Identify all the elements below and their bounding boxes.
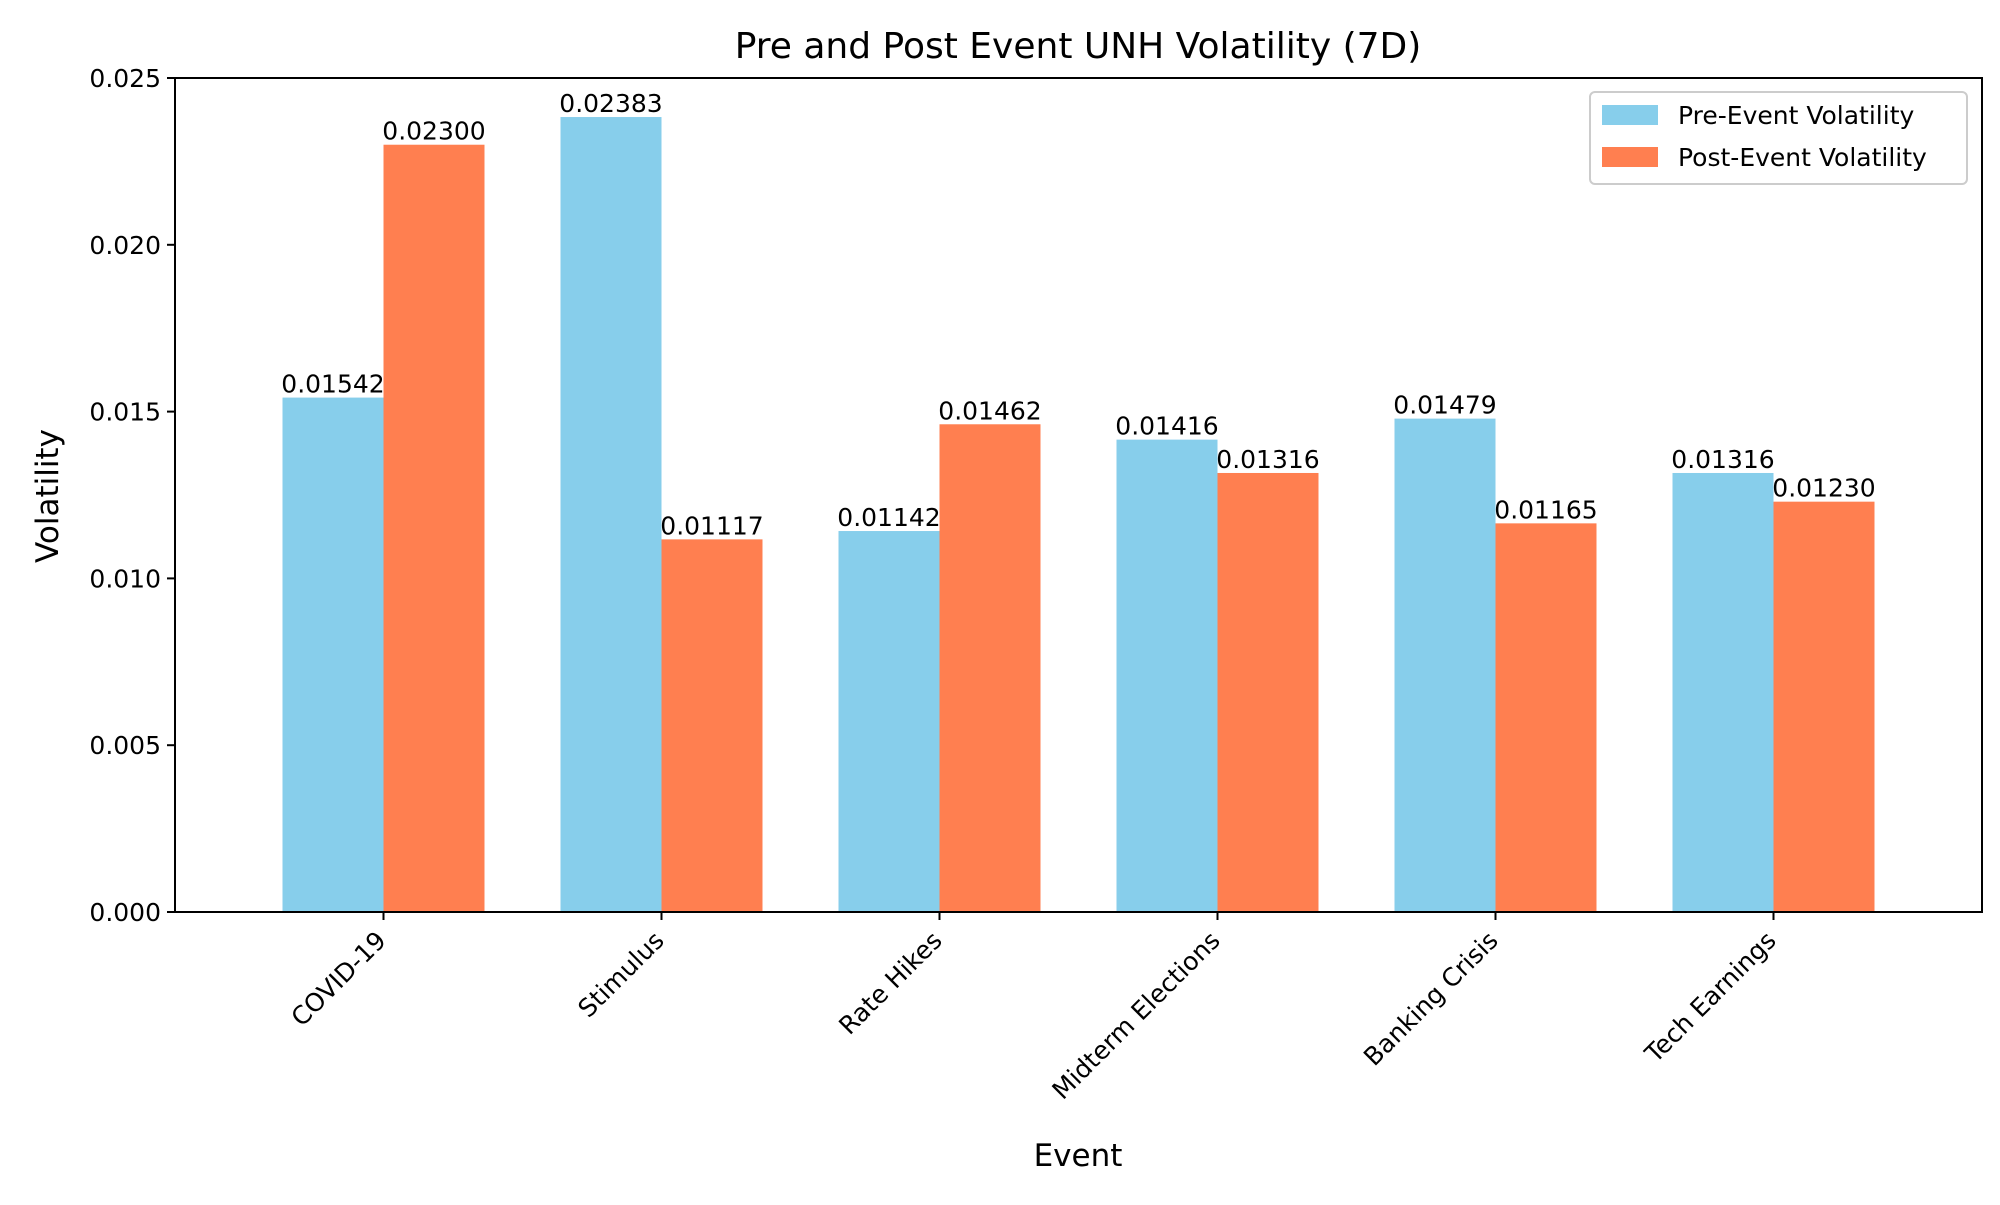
bar-post-0 (383, 144, 485, 913)
bar-value-label: 0.02300 (382, 117, 485, 146)
x-tick-label: Rate Hikes (833, 926, 948, 1041)
x-tick-label: Midterm Elections (1046, 926, 1225, 1105)
bar-pre-5 (1672, 472, 1774, 912)
y-tick-label: 0.005 (89, 731, 161, 760)
value-labels-layer: 0.01542 0.02383 0.01142 0.01416 0.01479 0.013… (281, 89, 1875, 540)
bar-value-label: 0.01462 (938, 396, 1041, 425)
bar-value-label: 0.01316 (1671, 445, 1774, 474)
y-axis-label: Volatility (30, 429, 66, 563)
bar-value-label: 0.01117 (660, 511, 763, 540)
bar-value-label: 0.01316 (1216, 445, 1319, 474)
bar-value-label: 0.01165 (1494, 495, 1597, 524)
y-tick-label: 0.025 (89, 64, 161, 93)
bar-value-label: 0.01542 (281, 370, 384, 399)
y-tick-label: 0.000 (89, 898, 161, 927)
x-axis-label: Event (1034, 1138, 1123, 1174)
x-tick-label: Banking Crisis (1358, 926, 1504, 1072)
chart-title: Pre and Post Event UNH Volatility (7D) (735, 26, 1422, 67)
bar-pre-0 (282, 397, 384, 912)
legend-box (1589, 91, 1968, 185)
legend-swatch (1602, 147, 1658, 167)
legend-label: Post-Event Volatility (1678, 143, 1927, 172)
bars-layer (282, 117, 1875, 913)
bar-post-3 (1217, 472, 1319, 912)
y-tick-label: 0.020 (89, 231, 161, 260)
legend-label: Pre-Event Volatility (1678, 101, 1914, 130)
bar-post-1 (661, 539, 763, 912)
bar-post-2 (939, 424, 1041, 912)
bar-pre-1 (560, 117, 662, 913)
plot-frame (174, 77, 1983, 913)
y-tick-label: 0.015 (89, 398, 161, 427)
x-tick-label: Tech Earnings (1639, 926, 1782, 1069)
bar-value-label: 0.01416 (1115, 412, 1218, 441)
bar-post-4 (1495, 523, 1597, 912)
bar-value-label: 0.02383 (559, 89, 662, 118)
x-tick-label: Stimulus (572, 926, 669, 1023)
y-tick-label: 0.010 (89, 564, 161, 593)
legend-swatch (1602, 105, 1658, 125)
x-tick-label: COVID-19 (285, 926, 391, 1032)
bar-value-label: 0.01142 (837, 503, 940, 532)
bar-pre-3 (1116, 439, 1218, 912)
bar-pre-2 (838, 531, 940, 912)
bar-post-5 (1773, 501, 1875, 912)
bar-pre-4 (1394, 418, 1496, 912)
bar-value-label: 0.01479 (1393, 391, 1496, 420)
legend: Pre-Event Volatility Post-Event Volatilit… (1589, 91, 1968, 185)
bar-value-label: 0.01230 (1772, 474, 1875, 503)
